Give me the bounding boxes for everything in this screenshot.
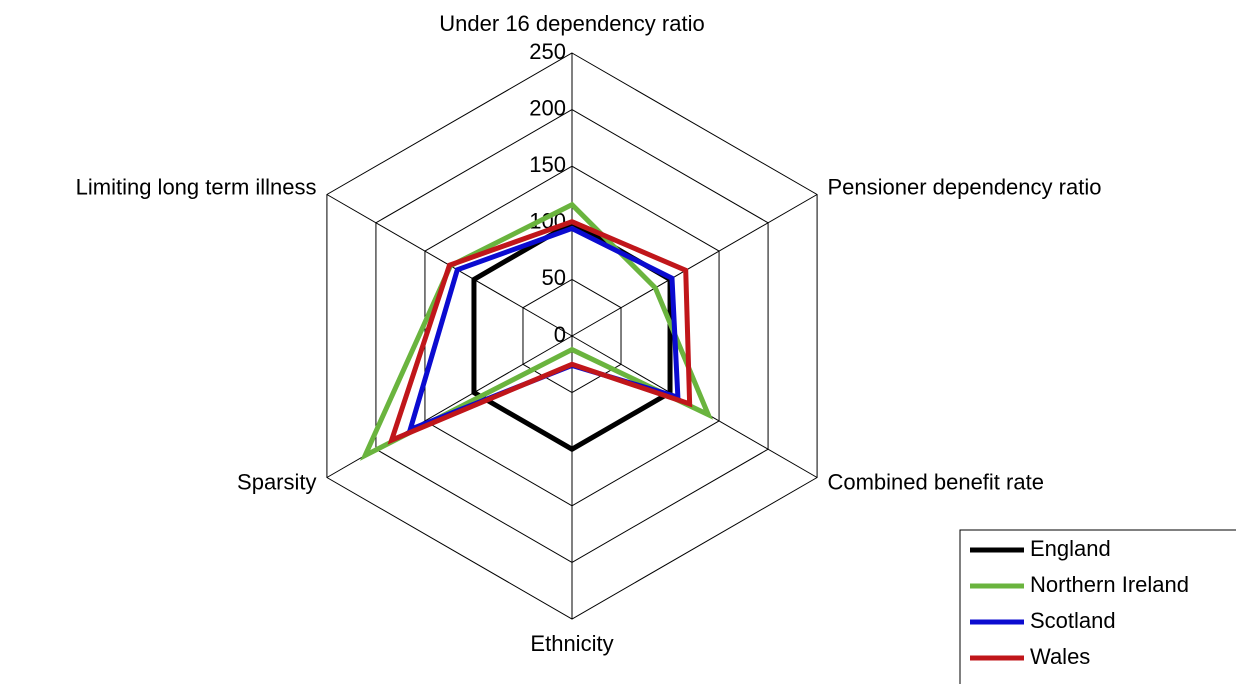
category-label: Under 16 dependency ratio	[439, 11, 704, 36]
r-tick-label: 50	[542, 265, 566, 290]
r-tick-label: 150	[529, 152, 566, 177]
series-line	[406, 225, 681, 434]
legend-label: Northern Ireland	[1030, 572, 1189, 597]
r-tick-label: 250	[529, 39, 566, 64]
spoke	[571, 194, 818, 337]
r-tick-label: 0	[554, 322, 566, 347]
category-label: Pensioner dependency ratio	[827, 174, 1101, 199]
legend-label: England	[1030, 536, 1111, 561]
series-line	[387, 218, 693, 445]
category-label: Limiting long term illness	[76, 174, 317, 199]
legend-label: Wales	[1030, 644, 1090, 669]
r-tick-label: 200	[529, 95, 566, 120]
legend-label: Scotland	[1030, 608, 1116, 633]
category-label: Ethnicity	[530, 631, 613, 656]
category-label: Sparsity	[237, 469, 316, 494]
category-label: Combined benefit rate	[827, 469, 1043, 494]
